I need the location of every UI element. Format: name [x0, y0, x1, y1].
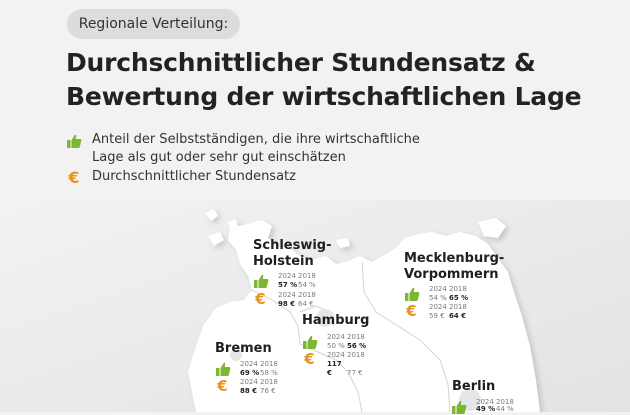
legend-rate: € Durchschnittlicher Stundensatz: [66, 168, 426, 186]
region-name: Bremen: [215, 341, 272, 356]
hb-rate-stats: 2024 2018 88 €76 €: [240, 378, 278, 395]
euro-icon: €: [406, 302, 417, 320]
hamburg-area: [316, 309, 334, 327]
land-mass: [188, 209, 540, 412]
mv-share-stats: 2024 2018 54 % 65 %: [429, 285, 469, 302]
region-mecklenburg-vorpommern: Mecklenburg- Vorpommern: [404, 251, 504, 283]
legend-share-text: Anteil der Selbstständigen, die ihre wir…: [92, 132, 420, 165]
page-title: Durchschnittlicher Stundensatz & Bewertu…: [66, 46, 586, 114]
hh-rate-stats: 2024 2018 117 €77 €: [327, 351, 365, 377]
title-line-1: Durchschnittlicher Stundensatz &: [66, 48, 536, 77]
section-pill: Regionale Verteilung:: [67, 9, 240, 39]
bremen-area: [230, 349, 242, 361]
euro-icon: €: [68, 168, 80, 187]
region-berlin: Berlin: [452, 379, 495, 395]
sh-rate-stats: 2024 2018 98 €64 €: [278, 291, 316, 308]
mv-rate-stats: 2024 2018 59 €64 €: [429, 303, 467, 320]
region-bremen: Bremen: [215, 341, 272, 357]
sh-share-stats: 2024 2018 57 %54 %: [278, 272, 316, 289]
euro-icon: €: [217, 377, 228, 395]
region-name: Mecklenburg- Vorpommern: [404, 251, 505, 282]
euro-icon: €: [304, 350, 315, 368]
thumbs-up-icon: [302, 334, 317, 349]
thumbs-up-icon: [215, 361, 230, 376]
title-line-2: Bewertung der wirtschaftlichen Lage: [66, 82, 582, 111]
thumbs-up-icon: [66, 133, 82, 149]
hb-share-stats: 2024 2018 69 %58 %: [240, 360, 278, 377]
legend-rate-text: Durchschnittlicher Stundensatz: [92, 169, 296, 184]
region-schleswig-holstein: Schleswig- Holstein: [253, 238, 332, 270]
thumbs-up-icon: [404, 286, 419, 301]
region-hamburg: Hamburg: [302, 313, 369, 329]
euro-icon: €: [255, 290, 266, 308]
hh-share-stats: 2024 2018 50 % 56 %: [327, 333, 367, 350]
region-name: Berlin: [452, 379, 496, 394]
thumbs-up-icon: [253, 273, 268, 288]
region-name: Schleswig- Holstein: [253, 238, 332, 269]
legend-share: Anteil der Selbstständigen, die ihre wir…: [66, 131, 426, 167]
region-name: Hamburg: [302, 313, 370, 328]
be-share-values: 49 %44 %: [476, 405, 514, 413]
